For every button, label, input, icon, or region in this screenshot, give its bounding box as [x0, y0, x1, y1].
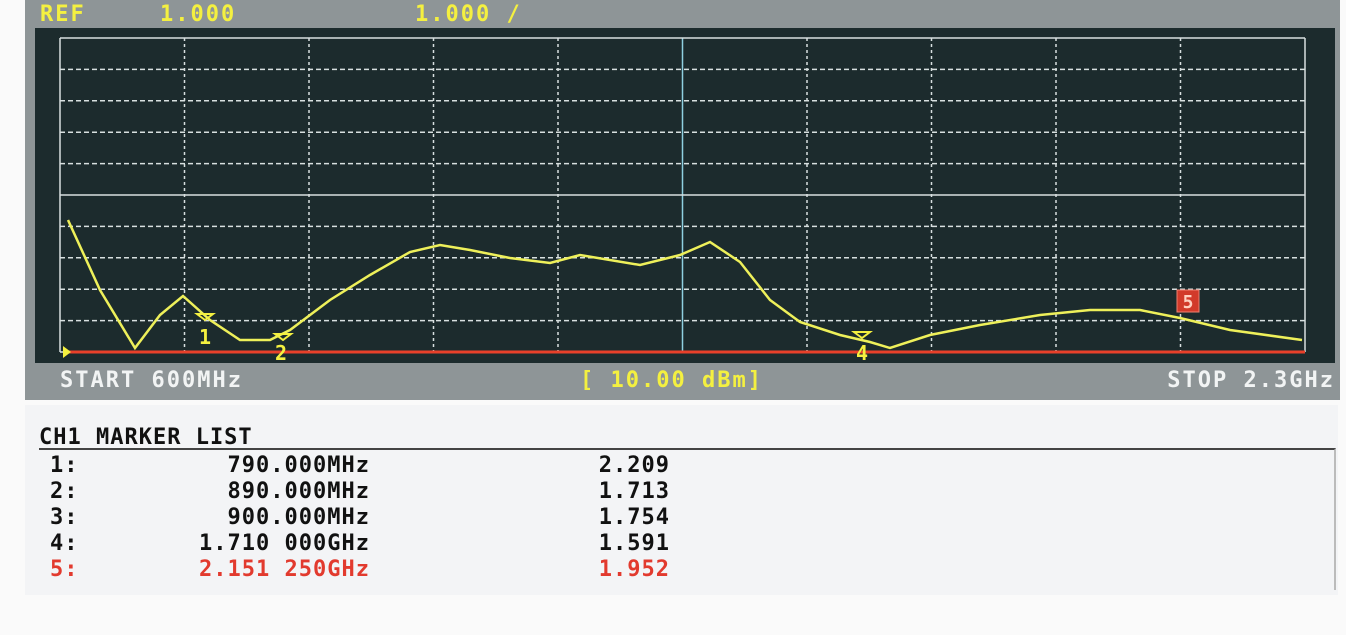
marker-triangle [851, 331, 873, 340]
marker-frequency: 2.151 250GHz [199, 557, 370, 582]
marker-index: 3: [50, 505, 79, 530]
active-marker-box [1176, 289, 1200, 313]
trace [66, 219, 1303, 351]
marker-value: 1.952 [598, 557, 670, 582]
ref-value: 1.000 [160, 2, 237, 27]
stop-freq: STOP 2.3GHz [1167, 368, 1335, 393]
marker-value: 2.209 [598, 453, 670, 478]
marker-list-panel: CH1 MARKER LIST 1: 790.000MHz 2.209 2: 890.0… [25, 405, 1338, 595]
marker-index: 1: [50, 453, 79, 478]
marker-triangle [194, 313, 216, 322]
panel-border [39, 448, 1336, 590]
power-level: [ 10.00 dBm] [580, 368, 763, 393]
marker-frequency: 890.000MHz [227, 479, 370, 504]
marker-label: 1 [199, 325, 211, 349]
trace-markers: 1 2 4 5 [194, 289, 1200, 365]
grid [59, 37, 1306, 353]
scale: 1.000 / [415, 2, 522, 27]
marker-frequency: 1.710 000GHz [199, 531, 370, 556]
trace-plot: 1 2 4 5 [35, 28, 1335, 365]
marker-label: 2 [275, 341, 287, 365]
start-freq: START 600MHz [60, 368, 243, 393]
analyzer-screen: REF 1.000 1.000 / 1 2 4 5 START 600MHz [… [25, 0, 1340, 400]
marker-label: 5 [1183, 292, 1194, 313]
marker-frequency: 900.000MHz [227, 505, 370, 530]
marker-value: 1.713 [598, 479, 670, 504]
marker-value: 1.591 [598, 531, 670, 556]
ref-label: REF [40, 2, 86, 27]
marker-triangle [272, 333, 294, 342]
marker-index: 5: [50, 557, 79, 582]
ref-pointer [63, 346, 71, 358]
marker-label: 4 [856, 341, 868, 365]
marker-list-title: CH1 MARKER LIST [39, 425, 253, 450]
marker-frequency: 790.000MHz [227, 453, 370, 478]
marker-index: 4: [50, 531, 79, 556]
marker-index: 2: [50, 479, 79, 504]
marker-value: 1.754 [598, 505, 670, 530]
